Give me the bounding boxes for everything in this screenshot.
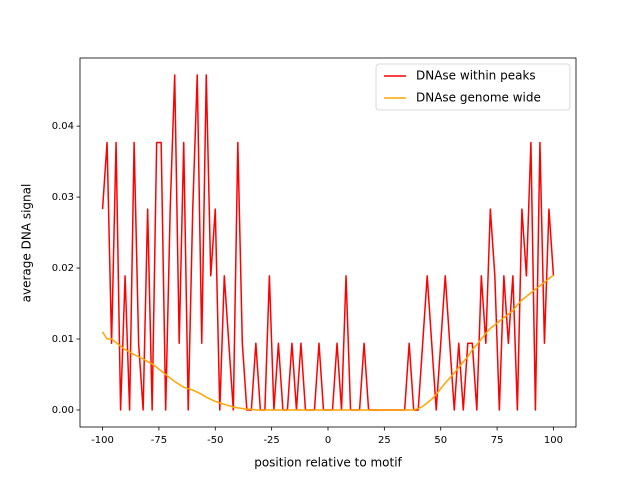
y-axis-label: average DNA signal	[20, 184, 34, 303]
x-tick-label: -50	[207, 435, 223, 446]
x-tick-label: 50	[434, 435, 447, 446]
y-tick-label: 0.02	[52, 263, 74, 274]
series-line	[101, 274, 554, 411]
legend-label: DNAse genome wide	[416, 91, 541, 105]
series-line	[101, 74, 555, 411]
x-tick-label: -75	[151, 435, 167, 446]
x-tick-label: -100	[91, 435, 114, 446]
legend-label: DNAse within peaks	[416, 69, 536, 83]
legend: DNAse within peaks DNAse genome wide	[375, 63, 571, 111]
y-tick-label: 0.04	[52, 121, 74, 132]
y-tick-label: 0.00	[52, 405, 74, 416]
plot-frame	[79, 57, 577, 428]
y-tick-label: 0.03	[52, 192, 74, 203]
x-tick-label: 0	[325, 435, 331, 446]
x-axis-label: position relative to motif	[254, 456, 402, 470]
x-tick-label: 25	[378, 435, 391, 446]
x-tick-label: -25	[263, 435, 279, 446]
legend-box	[375, 63, 571, 111]
x-tick-label: 75	[491, 435, 504, 446]
y-tick-label: 0.01	[52, 334, 74, 345]
x-tick-label: 100	[544, 435, 563, 446]
